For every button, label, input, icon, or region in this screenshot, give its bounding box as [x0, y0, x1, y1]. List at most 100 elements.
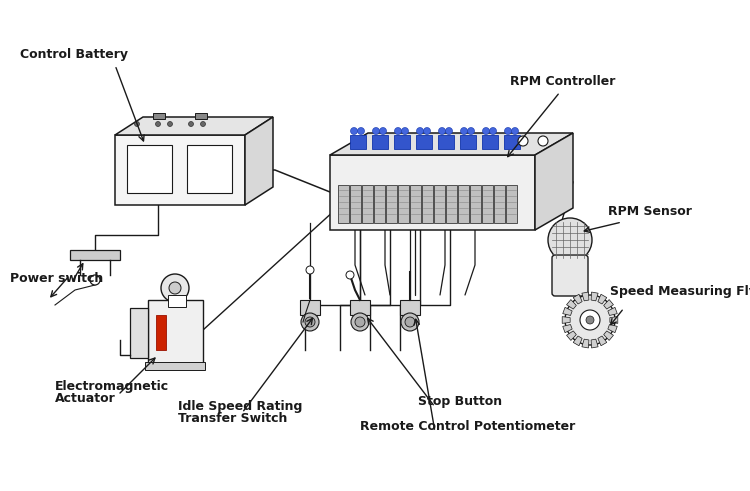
FancyBboxPatch shape	[552, 255, 588, 296]
Bar	[156, 315, 166, 350]
Circle shape	[490, 128, 496, 135]
Polygon shape	[598, 336, 607, 346]
Polygon shape	[604, 331, 613, 340]
Bar	[374, 185, 385, 223]
Text: Power switch: Power switch	[10, 272, 104, 285]
Polygon shape	[573, 294, 582, 304]
Polygon shape	[582, 292, 589, 301]
Bar	[153, 113, 165, 119]
Polygon shape	[566, 300, 576, 309]
Text: Transfer Switch: Transfer Switch	[178, 412, 287, 425]
Circle shape	[358, 128, 364, 135]
Circle shape	[188, 121, 194, 127]
Circle shape	[305, 317, 315, 327]
Circle shape	[134, 121, 140, 127]
Bar	[300, 300, 320, 315]
Text: Stop Button: Stop Button	[418, 395, 503, 408]
Circle shape	[167, 121, 172, 127]
Bar	[130, 308, 148, 358]
Bar	[446, 185, 457, 223]
Circle shape	[482, 128, 490, 135]
Circle shape	[169, 282, 181, 294]
Circle shape	[90, 275, 100, 285]
Text: Control Battery: Control Battery	[20, 48, 128, 61]
Circle shape	[346, 271, 354, 279]
Circle shape	[512, 128, 518, 135]
Polygon shape	[591, 339, 598, 348]
Text: Actuator: Actuator	[55, 392, 116, 405]
Text: Idle Speed Rating: Idle Speed Rating	[178, 400, 302, 413]
Bar	[394, 135, 410, 149]
Bar	[422, 185, 433, 223]
Bar	[338, 185, 349, 223]
Polygon shape	[330, 155, 535, 230]
Bar	[70, 250, 120, 260]
Polygon shape	[591, 292, 598, 301]
Circle shape	[306, 266, 314, 274]
Bar	[506, 185, 517, 223]
Circle shape	[401, 128, 409, 135]
Circle shape	[350, 128, 358, 135]
Circle shape	[155, 121, 160, 127]
Bar	[400, 300, 420, 315]
Bar	[350, 135, 366, 149]
Bar	[458, 185, 469, 223]
Bar	[482, 185, 493, 223]
Bar	[386, 185, 397, 223]
Circle shape	[200, 121, 206, 127]
Bar	[362, 185, 373, 223]
Circle shape	[424, 128, 430, 135]
Circle shape	[548, 218, 592, 262]
Circle shape	[405, 317, 415, 327]
Bar	[350, 185, 361, 223]
Circle shape	[505, 128, 512, 135]
Bar	[482, 135, 498, 149]
Bar	[195, 113, 207, 119]
Circle shape	[586, 316, 594, 324]
Polygon shape	[115, 135, 245, 205]
Bar	[372, 135, 388, 149]
Polygon shape	[245, 117, 273, 205]
Bar	[410, 185, 421, 223]
Circle shape	[401, 313, 419, 331]
Bar	[494, 185, 505, 223]
Circle shape	[439, 128, 446, 135]
Circle shape	[446, 128, 452, 135]
Text: RPM Controller: RPM Controller	[510, 75, 615, 88]
Circle shape	[301, 313, 319, 331]
Circle shape	[161, 274, 189, 302]
Bar	[187, 145, 232, 193]
Circle shape	[565, 295, 615, 345]
Text: Remote Control Potentiometer: Remote Control Potentiometer	[360, 420, 575, 433]
Bar	[438, 135, 454, 149]
Circle shape	[580, 310, 600, 330]
Circle shape	[355, 317, 365, 327]
Bar	[416, 135, 432, 149]
Circle shape	[467, 128, 475, 135]
Bar	[168, 295, 186, 307]
Polygon shape	[604, 300, 613, 309]
Polygon shape	[573, 336, 582, 346]
Circle shape	[538, 136, 548, 146]
Circle shape	[351, 313, 369, 331]
Polygon shape	[566, 331, 576, 340]
Bar	[504, 135, 520, 149]
Polygon shape	[330, 133, 573, 155]
Text: RPM Sensor: RPM Sensor	[608, 205, 692, 218]
Circle shape	[380, 128, 386, 135]
Circle shape	[394, 128, 401, 135]
Polygon shape	[535, 133, 573, 230]
Bar	[148, 300, 203, 365]
Bar	[398, 185, 409, 223]
Circle shape	[416, 128, 424, 135]
Bar	[145, 362, 205, 370]
Polygon shape	[562, 317, 570, 324]
Polygon shape	[608, 307, 617, 315]
Bar	[460, 135, 476, 149]
Polygon shape	[562, 325, 572, 333]
Circle shape	[518, 136, 528, 146]
Bar	[434, 185, 445, 223]
Polygon shape	[562, 307, 572, 315]
Polygon shape	[582, 339, 589, 348]
Text: Electromagnetic: Electromagnetic	[55, 380, 170, 393]
